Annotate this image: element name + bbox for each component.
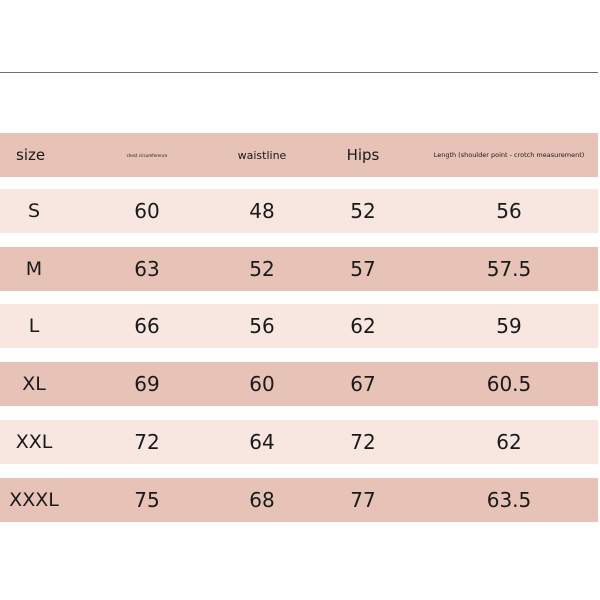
size-cell: XL — [22, 373, 46, 395]
size-cell: XXL — [15, 431, 53, 453]
header-size: size — [16, 146, 46, 164]
size-cell: S — [27, 200, 41, 222]
size-cell: XXXL — [9, 489, 59, 511]
top-divider — [0, 72, 598, 73]
waistline-cell: 56 — [249, 314, 275, 338]
header-hips: Hips — [346, 146, 380, 164]
size-cell: M — [25, 258, 43, 280]
length-cell: 59 — [496, 314, 522, 338]
hips-cell: 77 — [350, 488, 376, 512]
hips-cell: 57 — [350, 257, 376, 281]
chest-cell: 66 — [134, 314, 160, 338]
waistline-cell: 64 — [249, 430, 275, 454]
hips-cell: 62 — [350, 314, 376, 338]
length-cell: 62 — [496, 430, 522, 454]
table-row: S 60 48 52 56 — [0, 189, 598, 233]
header-chest-circumference: chest circumference — [126, 152, 168, 158]
waistline-cell: 48 — [249, 199, 275, 223]
hips-cell: 52 — [350, 199, 376, 223]
table-row: XXL 72 64 72 62 — [0, 420, 598, 464]
hips-cell: 67 — [350, 372, 376, 396]
waistline-cell: 60 — [249, 372, 275, 396]
chest-cell: 69 — [134, 372, 160, 396]
hips-cell: 72 — [350, 430, 376, 454]
header-length: Length (shoulder point - crotch measurem… — [433, 151, 585, 159]
table-row: XXXL 75 68 77 63.5 — [0, 478, 598, 522]
chest-cell: 72 — [134, 430, 160, 454]
length-cell: 57.5 — [486, 257, 532, 281]
chest-cell: 75 — [134, 488, 160, 512]
size-cell: L — [28, 315, 40, 337]
table-row: XL 69 60 67 60.5 — [0, 362, 598, 406]
length-cell: 63.5 — [486, 488, 532, 512]
table-row: M 63 52 57 57.5 — [0, 247, 598, 291]
length-cell: 56 — [496, 199, 522, 223]
table-row: L 66 56 62 59 — [0, 304, 598, 348]
header-waistline: waistline — [237, 148, 287, 162]
table-header-row: size chest circumference waistline Hips … — [0, 133, 598, 177]
chest-cell: 63 — [134, 257, 160, 281]
waistline-cell: 52 — [249, 257, 275, 281]
waistline-cell: 68 — [249, 488, 275, 512]
chest-cell: 60 — [134, 199, 160, 223]
length-cell: 60.5 — [486, 372, 532, 396]
